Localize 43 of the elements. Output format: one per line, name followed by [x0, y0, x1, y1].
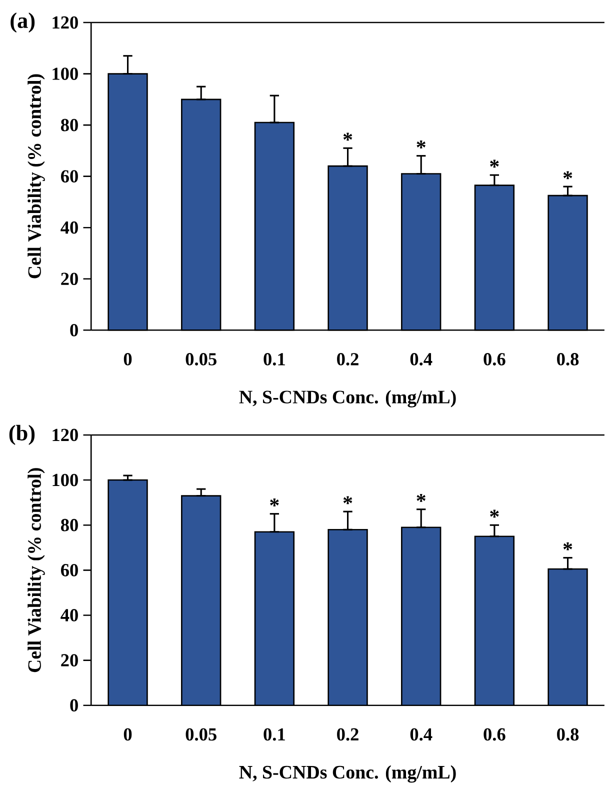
annotation: * — [564, 542, 572, 550]
annotation: * — [416, 494, 426, 502]
x-tick-label: 0.2 — [337, 353, 359, 366]
x-tick-label: 0.8 — [557, 728, 579, 741]
y-tick-label: 20 — [61, 654, 78, 666]
y-tick-label: 40 — [60, 221, 78, 234]
y-tick-label: 0 — [70, 699, 78, 712]
annotation: * — [416, 140, 426, 148]
x-tick-label: 0.4 — [410, 728, 432, 741]
annotation: * — [564, 171, 572, 180]
x-tick-label: 0 — [124, 728, 132, 741]
x-axis-title: N, S-CNDs Conc. (mg/mL) — [239, 765, 456, 783]
annotation: * — [270, 498, 279, 506]
y-tick-label: 100 — [52, 68, 78, 80]
y-tick-label: 120 — [52, 16, 78, 29]
y-tick-label: 20 — [61, 272, 78, 286]
y-tick-label: 60 — [61, 170, 78, 183]
y-tick-label: 120 — [52, 428, 78, 442]
annotation: * — [490, 160, 499, 168]
chart-title: (a) — [10, 12, 35, 33]
y-axis-title: Cell Viability (% control) — [28, 468, 45, 672]
y-tick-label: 80 — [61, 518, 78, 532]
annotation: * — [344, 496, 352, 504]
x-tick-label: 0.8 — [557, 353, 579, 366]
y-tick-label: 40 — [60, 609, 78, 622]
x-tick-label: 0 — [124, 353, 132, 366]
y-tick-label: 80 — [61, 118, 78, 132]
x-axis-title: N, S-CNDs Conc. (mg/mL) — [239, 390, 456, 408]
x-tick-label: 0.6 — [484, 728, 506, 741]
x-tick-label: 0.1 — [264, 728, 286, 741]
annotation: * — [344, 132, 352, 141]
annotation: * — [490, 510, 499, 518]
x-tick-label: 0.1 — [264, 353, 286, 366]
x-tick-label: 0.4 — [410, 353, 432, 366]
x-tick-label: 0.2 — [337, 728, 359, 741]
y-axis-title: Cell Viability (% control) — [28, 74, 45, 278]
y-tick-label: 100 — [52, 474, 78, 486]
x-tick-label: 0.05 — [186, 728, 217, 741]
x-tick-label: 0.05 — [186, 353, 217, 366]
y-tick-label: 0 — [70, 324, 78, 336]
x-tick-label: 0.6 — [484, 353, 506, 366]
y-tick-label: 60 — [61, 564, 78, 576]
chart-title: (b) — [10, 424, 35, 446]
